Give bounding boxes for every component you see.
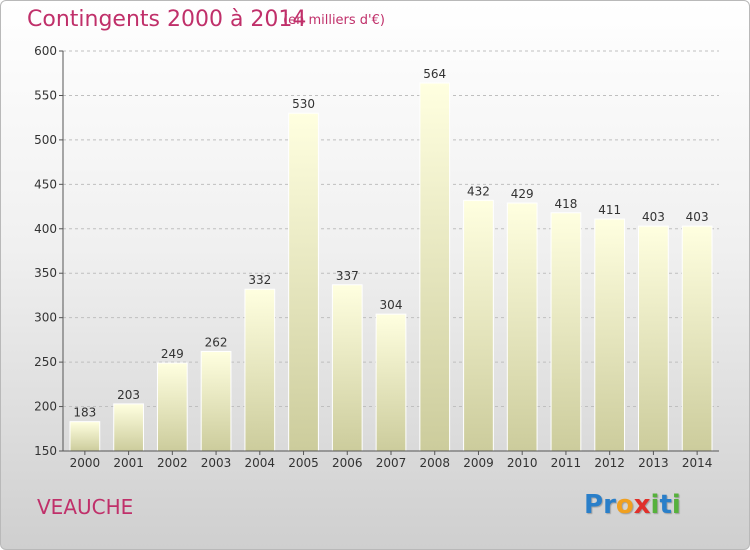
x-tick-label: 2010 [507,456,538,470]
x-tick-label: 2003 [201,456,232,470]
y-tick-label: 600 [34,44,57,58]
bar-value-label: 530 [292,97,315,111]
bar [288,112,319,452]
x-tick-label: 2014 [682,456,713,470]
logo-letter: r [603,490,616,520]
bar-value-label: 403 [642,210,665,224]
x-tick-label: 2009 [463,456,494,470]
bar-value-label: 183 [73,406,96,420]
bar [156,362,188,452]
x-tick-label: 2000 [70,456,101,470]
x-tick-label: 2001 [113,456,144,470]
bar-value-label: 332 [248,273,271,287]
commune-name: VEAUCHE [37,495,134,519]
logo-letter: i [671,490,681,520]
x-tick-label: 2007 [376,456,407,470]
bar-value-label: 203 [117,388,140,402]
bar [594,218,626,452]
bar-value-label: 564 [423,67,446,81]
proxiti-logo: Proxiti [584,490,681,520]
bar-value-label: 337 [336,269,359,283]
x-tick-label: 2006 [332,456,363,470]
bar-value-label: 418 [554,197,577,211]
y-tick-label: 350 [34,266,57,280]
bar [200,350,232,452]
logo-letter: i [650,490,660,520]
bar [375,313,407,452]
bar [506,202,538,452]
bar [550,212,582,452]
bar [331,284,363,452]
y-tick-label: 400 [34,222,57,236]
logo-letter: x [633,490,651,520]
axes [59,50,719,455]
x-tick-label: 2012 [594,456,625,470]
y-tick-label: 450 [34,177,57,191]
bar-value-label: 249 [161,347,184,361]
x-tick-label: 2013 [638,456,669,470]
logo-letter: P [584,490,604,520]
x-tick-label: 2011 [551,456,582,470]
y-tick-label: 150 [34,444,57,458]
y-tick-label: 300 [34,311,57,325]
bar [113,403,144,452]
labels: 150 200 250 300 350 400 450 500 550 600 183 2000 203… [34,44,712,470]
x-tick-label: 2008 [419,456,450,470]
bar [419,82,451,452]
y-tick-label: 250 [34,355,57,369]
chart-subtitle: (en milliers d'€) [283,13,385,28]
logo-letter: o [615,490,634,520]
bars [69,82,713,452]
bar [69,421,101,452]
bar-value-label: 429 [511,187,534,201]
x-tick-label: 2002 [157,456,188,470]
bar-value-label: 432 [467,184,490,198]
bar [638,225,669,452]
x-tick-label: 2005 [288,456,319,470]
chart-title: Contingents 2000 à 2014 [27,7,307,32]
bar-value-label: 411 [598,203,621,217]
bar [244,288,276,452]
x-tick-label: 2004 [245,456,276,470]
y-tick-label: 200 [34,400,57,414]
bar-value-label: 403 [686,210,709,224]
y-tick-label: 500 [34,133,57,147]
bar [681,225,713,452]
bar-value-label: 262 [205,335,228,349]
bar-value-label: 304 [380,298,403,312]
bar [463,199,494,452]
logo-letter: t [659,490,672,520]
y-tick-label: 550 [34,88,57,102]
